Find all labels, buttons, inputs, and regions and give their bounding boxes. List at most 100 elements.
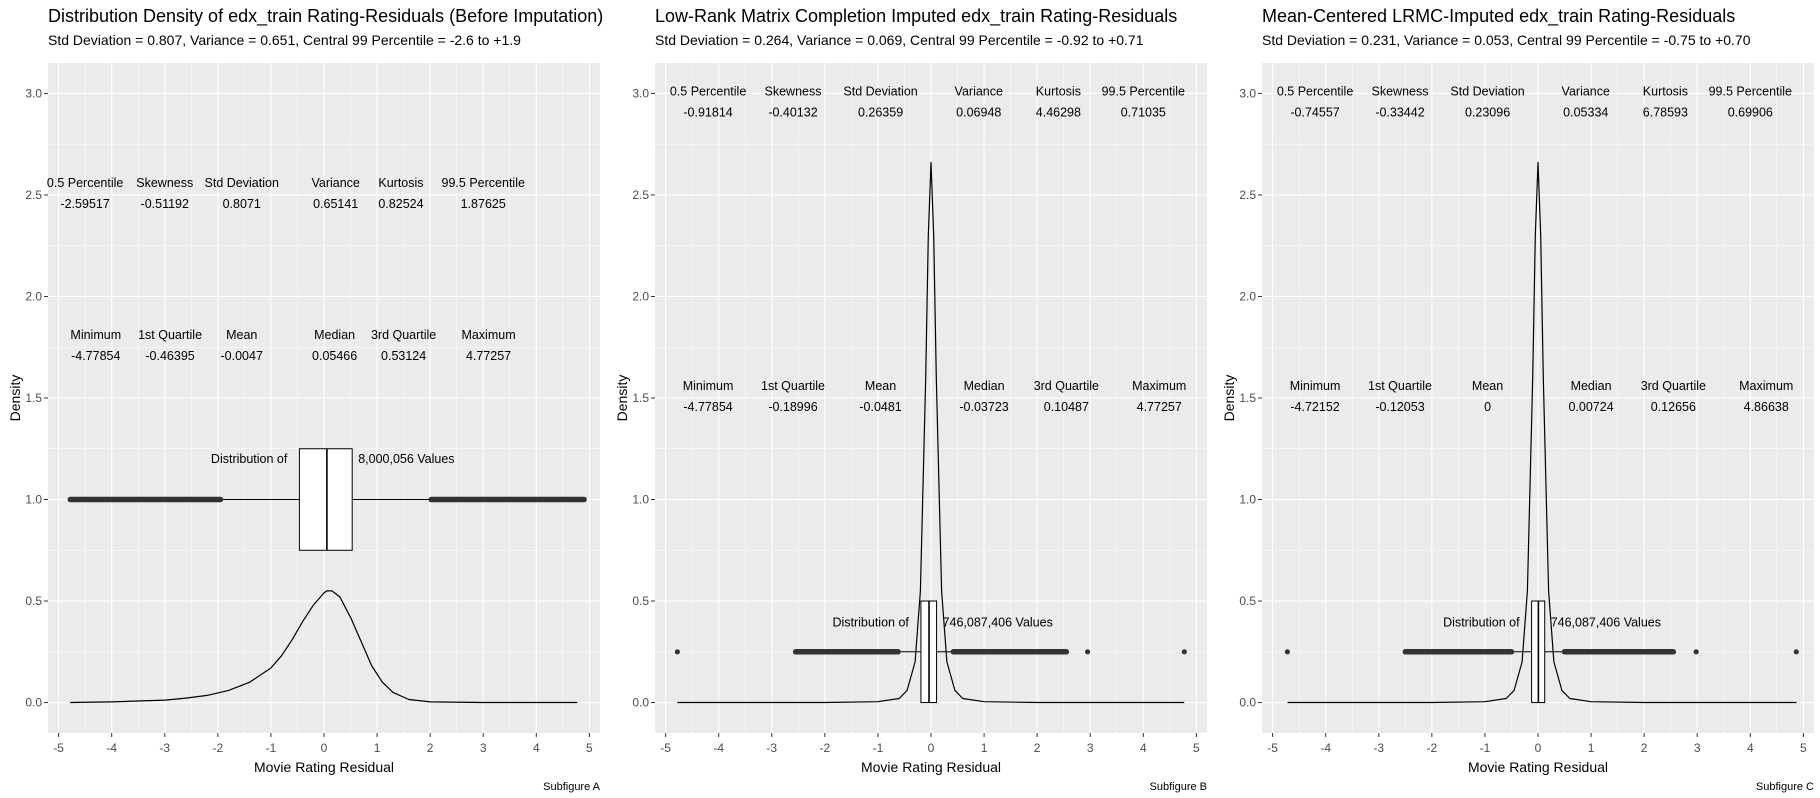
- boxplot-label-count: 746,087,406 Values: [1551, 615, 1661, 629]
- stat-header: Std Deviation: [843, 84, 917, 98]
- x-tick-label: -1: [1480, 741, 1491, 755]
- boxplot-label-count: 746,087,406 Values: [943, 615, 1053, 629]
- stat-value: -0.0047: [221, 349, 263, 363]
- boxplot-outlier-point: [77, 496, 83, 503]
- boxplot-outlier-point: [674, 649, 680, 655]
- x-axis-label: Movie Rating Residual: [861, 759, 1001, 775]
- stat-header: Median: [964, 379, 1005, 393]
- boxplot-box: [298, 448, 353, 551]
- x-tick-label: -4: [1320, 741, 1331, 755]
- stat-value: 4.86638: [1744, 400, 1789, 414]
- x-tick-label: -3: [766, 741, 777, 755]
- stat-header: Std Deviation: [1450, 84, 1524, 98]
- x-tick-label: -3: [1373, 741, 1384, 755]
- stat-value: -0.0481: [859, 400, 901, 414]
- stat-value: 0.00724: [1568, 400, 1613, 414]
- x-tick-label: 3: [1694, 741, 1701, 755]
- chart-title: Low-Rank Matrix Completion Imputed edx_t…: [655, 6, 1177, 27]
- x-axis-label: Movie Rating Residual: [254, 759, 394, 775]
- stat-value: 0.71035: [1121, 105, 1166, 119]
- stat-header: Variance: [1562, 84, 1610, 98]
- x-tick-label: 0: [1535, 741, 1542, 755]
- stat-value: 0.69906: [1728, 105, 1773, 119]
- y-axis-label: Density: [614, 375, 630, 422]
- stat-value: -0.46395: [145, 349, 194, 363]
- chart-caption: Subfigure A: [543, 781, 601, 793]
- stat-value: -0.40132: [768, 105, 817, 119]
- chart-subtitle: Std Deviation = 0.231, Variance = 0.053,…: [1262, 32, 1751, 48]
- y-tick-label: 1.0: [632, 493, 649, 507]
- x-tick-label: 1: [1588, 741, 1595, 755]
- stat-header: Std Deviation: [205, 176, 279, 190]
- chart-subtitle: Std Deviation = 0.264, Variance = 0.069,…: [655, 32, 1144, 48]
- stat-value: -0.74557: [1290, 105, 1339, 119]
- stat-header: 3rd Quartile: [371, 328, 436, 342]
- stat-header: Mean: [1472, 379, 1503, 393]
- boxplot-outlier-point: [1084, 649, 1091, 655]
- boxplot-outlier-point: [574, 496, 580, 503]
- x-tick-label: 4: [533, 741, 540, 755]
- x-tick-label: -1: [266, 741, 277, 755]
- stat-header: 0.5 Percentile: [47, 176, 123, 190]
- stat-header: 1st Quartile: [138, 328, 202, 342]
- chart-panel-1: Distribution Density of edx_train Rating…: [7, 6, 603, 793]
- y-tick-label: 2.0: [25, 289, 42, 303]
- y-tick-label: 3.0: [25, 86, 42, 100]
- chart-panel-3: Mean-Centered LRMC-Imputed edx_train Rat…: [1221, 6, 1814, 793]
- stat-header: Maximum: [1739, 379, 1793, 393]
- stat-header: Mean: [865, 379, 896, 393]
- x-tick-label: 2: [427, 741, 434, 755]
- boxplot-outlier-point: [1181, 649, 1187, 655]
- density-curve: [1287, 161, 1797, 704]
- y-axis-label: Density: [7, 375, 23, 422]
- stat-header: 3rd Quartile: [1034, 379, 1099, 393]
- density-curve: [677, 161, 1185, 704]
- x-tick-label: -5: [660, 741, 671, 755]
- stat-header: Variance: [955, 84, 1003, 98]
- stat-header: Kurtosis: [1643, 84, 1688, 98]
- stat-header: 0.5 Percentile: [670, 84, 746, 98]
- chart-caption: Subfigure C: [1756, 781, 1814, 793]
- boxplot-label-prefix: Distribution of: [832, 615, 909, 629]
- boxplot-outlier-point: [1284, 649, 1290, 655]
- y-tick-label: 3.0: [632, 86, 649, 100]
- chart-title: Mean-Centered LRMC-Imputed edx_train Rat…: [1262, 6, 1735, 27]
- stat-value: -0.03723: [959, 400, 1008, 414]
- x-tick-label: -3: [159, 741, 170, 755]
- stat-header: Mean: [226, 328, 257, 342]
- stat-header: Median: [1571, 379, 1612, 393]
- y-tick-label: 1.0: [25, 493, 42, 507]
- stat-header: Skewness: [765, 84, 822, 98]
- stat-value: -2.59517: [60, 197, 109, 211]
- stat-header: Variance: [311, 176, 359, 190]
- y-tick-label: 2.5: [1239, 188, 1256, 202]
- x-tick-label: 4: [1140, 741, 1147, 755]
- x-tick-label: 2: [1034, 741, 1041, 755]
- x-tick-label: -5: [53, 741, 64, 755]
- x-tick-label: 5: [1193, 741, 1200, 755]
- stat-header: Kurtosis: [1036, 84, 1081, 98]
- stat-value: 4.46298: [1036, 105, 1081, 119]
- stat-value: 0.65141: [313, 197, 358, 211]
- stat-value: 6.78593: [1643, 105, 1688, 119]
- y-axis-label: Density: [1221, 375, 1237, 422]
- stat-value: 0.12656: [1651, 400, 1696, 414]
- stat-value: -4.77854: [71, 349, 120, 363]
- x-tick-label: 3: [1087, 741, 1094, 755]
- stat-header: 3rd Quartile: [1641, 379, 1706, 393]
- x-tick-label: 0: [321, 741, 328, 755]
- x-tick-label: 1: [374, 741, 381, 755]
- x-tick-label: -2: [1427, 741, 1438, 755]
- stat-header: Minimum: [683, 379, 734, 393]
- stat-header: 0.5 Percentile: [1277, 84, 1353, 98]
- stat-value: -0.18996: [768, 400, 817, 414]
- stat-value: 1.87625: [461, 197, 506, 211]
- x-tick-label: -2: [820, 741, 831, 755]
- chart-caption: Subfigure B: [1150, 781, 1207, 793]
- stat-value: -4.77854: [683, 400, 732, 414]
- x-tick-label: -5: [1267, 741, 1278, 755]
- stat-header: 1st Quartile: [1368, 379, 1432, 393]
- stat-value: 0.26359: [858, 105, 903, 119]
- stat-value: 0.05334: [1563, 105, 1608, 119]
